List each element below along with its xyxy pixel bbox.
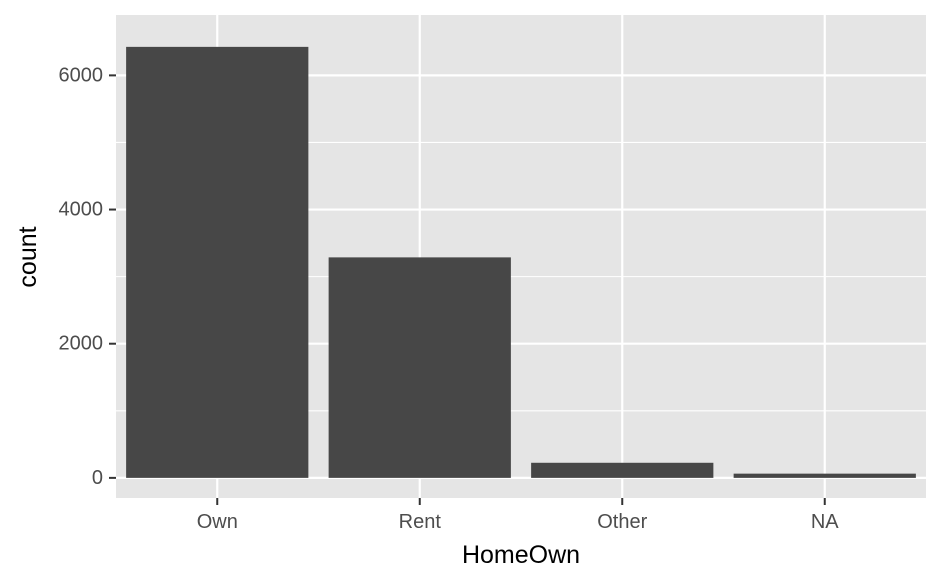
y-tick-label: 4000 [59, 199, 104, 221]
x-axis: Own Rent Other NA [197, 498, 839, 533]
y-axis: 0 2000 4000 6000 [59, 64, 116, 489]
bar-other [531, 462, 714, 478]
x-tick-label: Other [597, 511, 647, 533]
y-tick-label: 2000 [59, 333, 104, 355]
y-tick-label: 6000 [59, 64, 104, 86]
x-axis-title: HomeOwn [462, 541, 580, 569]
bars [126, 46, 916, 478]
y-axis-title: count [14, 226, 42, 287]
x-tick-label: Rent [399, 511, 442, 533]
y-tick-label: 0 [92, 467, 103, 489]
bar-own [126, 46, 309, 478]
x-tick-label: Own [197, 511, 238, 533]
bar-rent [328, 257, 511, 478]
bar-na [733, 473, 916, 478]
x-tick-label: NA [811, 511, 839, 533]
